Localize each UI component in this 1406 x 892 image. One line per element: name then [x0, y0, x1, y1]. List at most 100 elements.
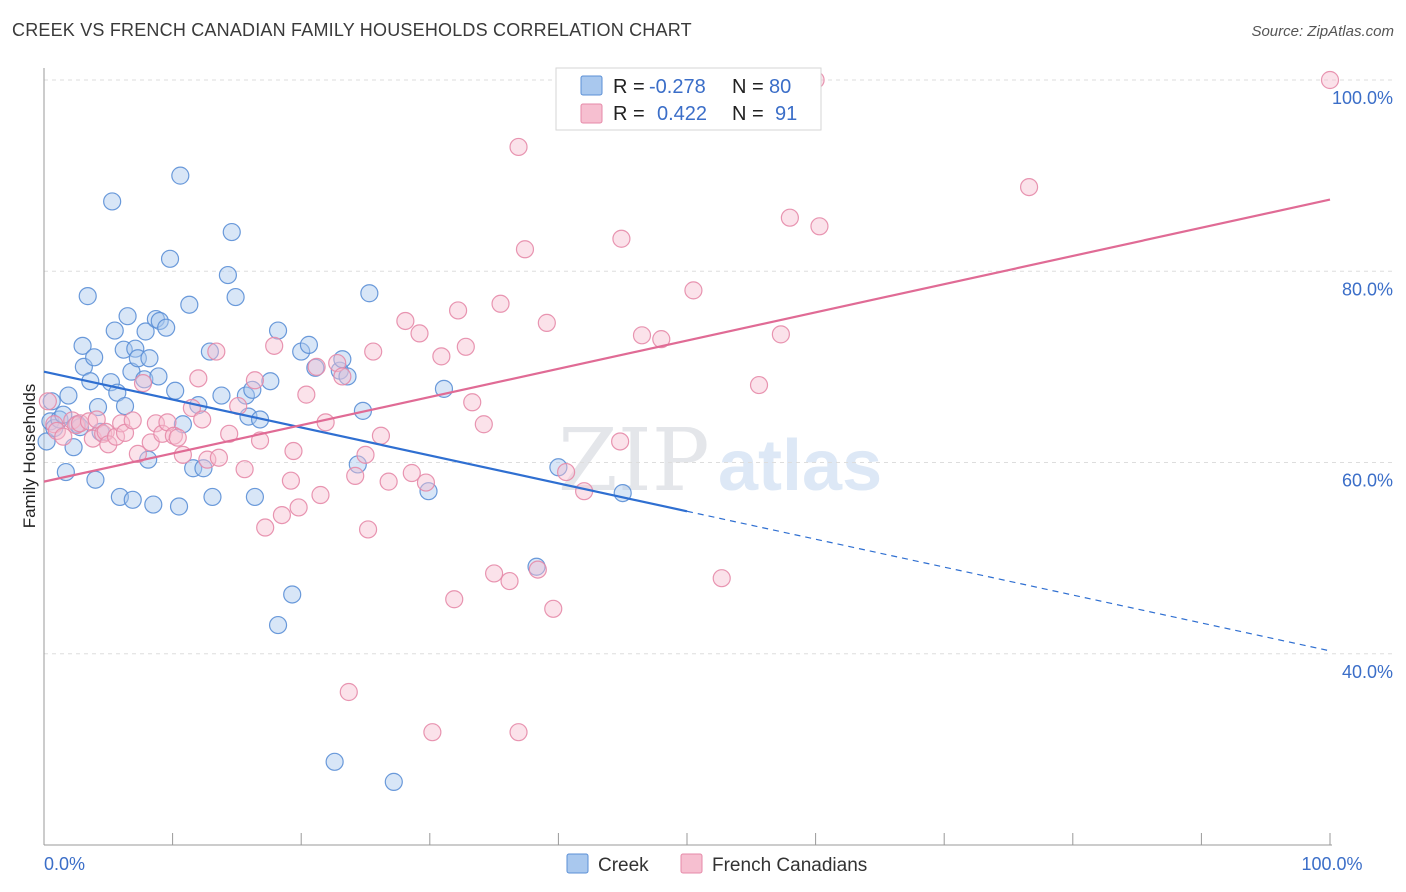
french-point	[358, 520, 378, 539]
creek-point	[103, 192, 122, 211]
gridlines	[44, 79, 1392, 655]
watermark-zip: ZIP	[558, 411, 710, 511]
french-point	[410, 324, 429, 343]
creek-point	[245, 487, 265, 507]
creek-point	[123, 490, 142, 509]
french-point	[500, 571, 519, 591]
bottom-legend-swatch-creek	[566, 853, 589, 874]
creek-point	[136, 322, 155, 341]
french-point	[364, 342, 383, 361]
french-point	[448, 301, 468, 320]
x-axis-ticks	[43, 833, 1331, 845]
creek-point	[59, 386, 78, 405]
creek-point	[261, 372, 280, 391]
legend-creek-n-value: 80	[769, 76, 791, 98]
french-point	[272, 505, 292, 525]
french-point	[463, 393, 482, 412]
french-point	[445, 590, 464, 609]
creek-trendline	[43, 370, 688, 513]
french-point	[198, 450, 217, 469]
french-point	[38, 392, 57, 411]
creek-point	[149, 367, 168, 386]
creek-point	[348, 455, 367, 474]
french-point	[456, 337, 475, 356]
french-point	[379, 472, 398, 491]
french-point	[256, 518, 275, 537]
french-point	[491, 294, 510, 313]
french-point	[168, 428, 187, 447]
french-point	[544, 599, 563, 618]
french-point	[1019, 178, 1039, 197]
source-credit: Source: ZipAtlas.com	[1251, 23, 1394, 40]
creek-point	[105, 321, 124, 340]
creek-point	[140, 349, 159, 368]
creek-point	[338, 367, 357, 386]
french-point	[810, 217, 829, 236]
french-point	[265, 336, 284, 355]
legend-french-n-value: 91	[775, 103, 797, 125]
creek-point	[299, 335, 319, 354]
creek-point	[360, 284, 379, 303]
french-trendline	[43, 198, 1331, 483]
creek-point	[157, 318, 176, 337]
french-point	[245, 371, 265, 390]
french-point	[311, 485, 330, 505]
creek-point	[268, 615, 288, 635]
creek-point	[200, 342, 219, 361]
french-point	[485, 564, 504, 583]
french-point	[153, 424, 172, 443]
french-point	[780, 208, 799, 227]
french-point	[106, 427, 126, 446]
creek-point	[180, 295, 199, 314]
french-point	[509, 723, 528, 742]
stats-legend: R = -0.278 N = 80 R = 0.422 N = 91	[555, 67, 822, 131]
creek-point	[42, 392, 61, 411]
creek-point	[150, 311, 169, 331]
french-point	[189, 369, 208, 388]
creek-point	[144, 495, 163, 514]
french-point	[207, 342, 226, 361]
legend-creek-n-label: N =	[732, 76, 764, 98]
legend-swatch-french	[580, 103, 603, 124]
creek-point	[212, 386, 231, 405]
watermark: ZIP atlas	[558, 411, 882, 511]
french-point	[712, 569, 731, 588]
creek-point	[384, 772, 403, 791]
french-point	[307, 357, 326, 376]
creek-point	[160, 249, 180, 268]
creek-trendline-extension	[686, 510, 1331, 652]
french-point	[99, 435, 118, 454]
french-point	[632, 326, 652, 345]
x-tick-label-max: 100.0%	[1301, 854, 1362, 874]
french-point	[423, 723, 442, 742]
creek-point	[325, 752, 344, 771]
legend-creek-r-label: R =	[613, 76, 645, 98]
french-point	[402, 463, 421, 483]
french-point	[537, 313, 556, 332]
french-points	[38, 70, 1340, 742]
french-point	[432, 347, 451, 366]
french-point	[749, 375, 769, 395]
bottom-legend-creek: Creek	[598, 855, 649, 876]
french-point	[474, 415, 493, 434]
french-point	[54, 427, 73, 446]
french-point	[193, 410, 212, 429]
trendlines	[43, 198, 1331, 652]
legend-french-r-value: 0.422	[657, 103, 707, 125]
watermark-atlas: atlas	[718, 426, 882, 506]
french-point	[209, 448, 228, 467]
french-point	[346, 466, 365, 485]
y-tick-label: 60.0%	[1342, 471, 1393, 491]
legend-swatch-creek	[580, 75, 603, 96]
french-point	[528, 560, 547, 579]
creek-point	[268, 321, 288, 340]
french-point	[128, 444, 147, 463]
y-axis-title: Family Households	[20, 384, 39, 529]
french-point	[133, 374, 153, 393]
creek-point	[78, 287, 97, 306]
creek-point	[86, 470, 105, 489]
creek-point	[218, 265, 237, 285]
creek-point	[306, 358, 325, 377]
x-tick-label-min: 0.0%	[44, 854, 85, 874]
legend-french-r-label: R =	[613, 103, 645, 125]
